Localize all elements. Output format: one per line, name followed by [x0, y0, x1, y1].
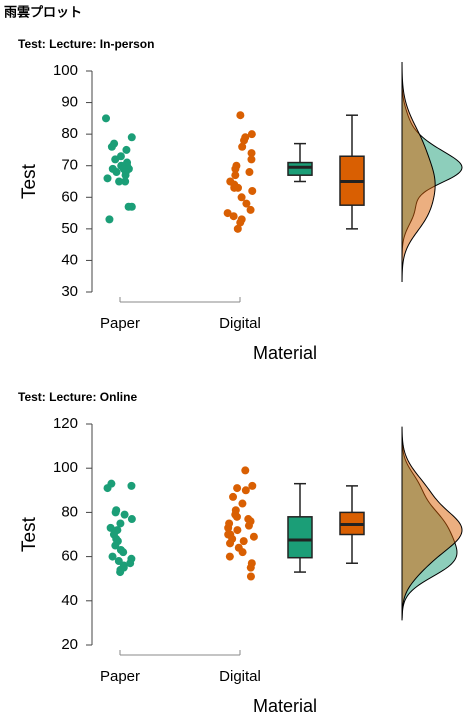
- y-tick-label: 80: [61, 503, 78, 520]
- point: [127, 133, 136, 142]
- point: [121, 171, 130, 180]
- y-axis-label: Test: [19, 163, 40, 199]
- point: [127, 481, 136, 490]
- point: [116, 568, 125, 577]
- box: [287, 516, 313, 559]
- y-tick-label: 60: [61, 548, 78, 565]
- density: [401, 61, 436, 283]
- point: [231, 171, 240, 180]
- point: [124, 202, 133, 211]
- x-tick-label: Paper: [100, 315, 140, 332]
- point: [223, 209, 232, 218]
- point: [106, 523, 115, 532]
- point: [248, 186, 257, 195]
- y-tick-label: 80: [61, 125, 78, 142]
- point: [244, 521, 253, 530]
- point: [120, 510, 129, 519]
- y-tick-label: 90: [61, 94, 78, 111]
- point: [249, 532, 258, 541]
- x-axis-label: Material: [253, 343, 317, 363]
- point: [246, 563, 255, 572]
- x-tick-label: Paper: [100, 668, 140, 685]
- point: [231, 164, 240, 173]
- point: [245, 168, 254, 177]
- point: [236, 111, 245, 120]
- box: [287, 161, 313, 176]
- point: [115, 177, 124, 186]
- point: [248, 481, 257, 490]
- point: [108, 552, 117, 561]
- y-tick-label: 60: [61, 188, 78, 205]
- y-tick-label: 20: [61, 636, 78, 653]
- point: [224, 523, 233, 532]
- chart-title: Test: Lecture: Online: [18, 390, 137, 404]
- point: [237, 193, 246, 202]
- point: [107, 142, 116, 151]
- point: [229, 492, 238, 501]
- point: [236, 218, 245, 227]
- point: [239, 537, 248, 546]
- point: [103, 174, 112, 183]
- point: [103, 484, 112, 493]
- y-axis-label: Test: [19, 516, 40, 552]
- point: [229, 212, 238, 221]
- y-tick-label: 120: [53, 415, 78, 432]
- y-tick-label: 40: [61, 592, 78, 609]
- point: [241, 466, 250, 475]
- point: [226, 539, 235, 548]
- point: [247, 130, 256, 139]
- point: [238, 142, 247, 151]
- point: [240, 136, 249, 145]
- point: [238, 548, 247, 557]
- page-title: 雨雲プロット: [4, 4, 82, 19]
- point: [233, 526, 242, 535]
- point: [242, 199, 251, 208]
- y-tick-label: 30: [61, 283, 78, 300]
- point: [112, 168, 121, 177]
- point: [119, 548, 128, 557]
- point: [241, 486, 250, 495]
- point: [232, 512, 241, 521]
- x-tick-label: Digital: [219, 668, 261, 685]
- point: [246, 205, 255, 214]
- density: [401, 426, 463, 621]
- y-tick-label: 70: [61, 157, 78, 174]
- point: [116, 519, 125, 528]
- point: [126, 559, 135, 568]
- point: [238, 499, 247, 508]
- point: [105, 215, 114, 224]
- point: [246, 572, 255, 581]
- point: [247, 155, 256, 164]
- point: [233, 484, 242, 493]
- chart-title: Test: Lecture: In-person: [18, 37, 154, 51]
- point: [225, 552, 234, 561]
- point: [111, 541, 120, 550]
- x-tick-label: Digital: [219, 315, 261, 332]
- y-tick-label: 100: [53, 62, 78, 79]
- y-tick-label: 40: [61, 251, 78, 268]
- point: [111, 508, 120, 517]
- point: [122, 145, 131, 154]
- point: [233, 224, 242, 233]
- point: [102, 114, 111, 123]
- y-tick-label: 100: [53, 459, 78, 476]
- x-axis-label: Material: [253, 696, 317, 716]
- point: [247, 149, 256, 158]
- y-tick-label: 50: [61, 220, 78, 237]
- point: [121, 177, 130, 186]
- point: [127, 515, 136, 524]
- point: [230, 183, 239, 192]
- point: [111, 155, 120, 164]
